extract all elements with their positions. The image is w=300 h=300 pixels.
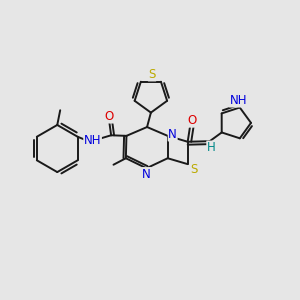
Text: N: N xyxy=(142,168,151,181)
Text: S: S xyxy=(190,163,198,176)
Text: O: O xyxy=(187,114,196,127)
Text: H: H xyxy=(207,141,216,154)
Text: S: S xyxy=(148,68,156,81)
Text: NH: NH xyxy=(230,94,247,107)
Text: NH: NH xyxy=(84,134,101,147)
Text: O: O xyxy=(105,110,114,123)
Text: N: N xyxy=(168,128,177,141)
